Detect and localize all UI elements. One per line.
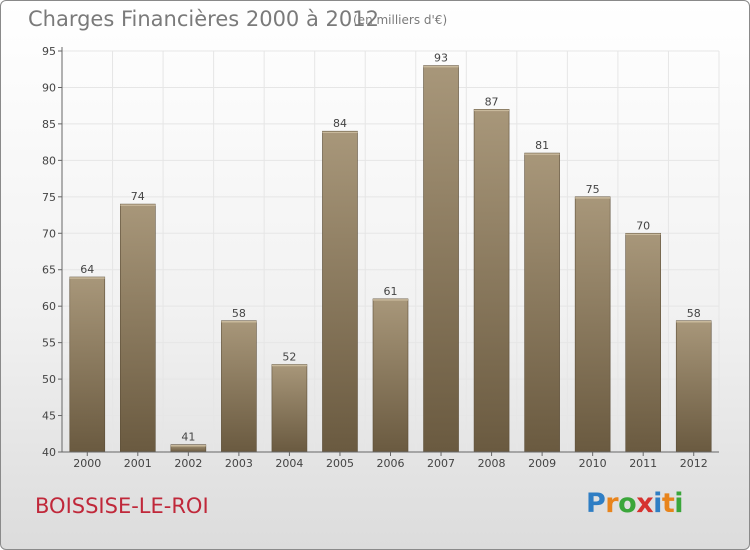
proxiti-logo[interactable]: Proxiti — [586, 488, 684, 519]
data-label: 41 — [181, 431, 195, 444]
axes: 40 45 50 55 60 65 70 75 80 85 90 95 2000 2001 2002 2003… — [42, 45, 719, 470]
data-label: 58 — [232, 307, 246, 320]
bar — [322, 130, 358, 453]
logo-letter: x — [636, 488, 654, 519]
y-tick-label: 60 — [42, 300, 56, 313]
y-tick-label: 75 — [42, 191, 56, 204]
logo-letter: o — [618, 488, 637, 519]
chart-title: Charges Financières 2000 à 2012 — [28, 7, 379, 31]
x-tick-label: 2011 — [629, 457, 657, 470]
x-tick-label: 2002 — [174, 457, 202, 470]
x-tick-label: 2010 — [579, 457, 607, 470]
data-label: 87 — [485, 95, 499, 108]
bar — [271, 364, 308, 453]
chart-subtitle: (en milliers d'€) — [353, 13, 448, 27]
data-label: 81 — [535, 139, 549, 152]
data-label: 74 — [131, 190, 145, 203]
x-tick-label: 2006 — [377, 457, 405, 470]
logo-letter: t — [661, 488, 675, 519]
x-tick-label: 2008 — [478, 457, 506, 470]
y-tick-label: 50 — [42, 373, 56, 386]
x-tick-label: 2009 — [528, 457, 556, 470]
x-tick-label: 2012 — [680, 457, 708, 470]
y-tick-label: 65 — [42, 264, 56, 277]
data-label: 58 — [687, 307, 701, 320]
x-tick-label: 2004 — [275, 457, 303, 470]
data-label: 84 — [333, 117, 347, 130]
x-tick-label: 2000 — [73, 457, 101, 470]
bar — [625, 232, 661, 453]
y-tick-label: 90 — [42, 81, 56, 94]
y-tick-label: 55 — [42, 337, 56, 350]
bar — [120, 203, 156, 453]
y-tick-label: 40 — [42, 446, 56, 459]
commune-name: BOISSISE-LE-ROI — [35, 494, 209, 518]
bar — [473, 109, 510, 453]
data-label: 52 — [282, 351, 296, 364]
y-tick-label: 45 — [42, 410, 56, 423]
data-label: 75 — [586, 183, 600, 196]
bar — [524, 152, 560, 453]
x-tick-label: 2001 — [124, 457, 152, 470]
bars: 64 74 41 58 52 84 61 93 87 81 75 70 58 — [69, 52, 712, 453]
x-tick-label: 2005 — [326, 457, 354, 470]
x-tick-label: 2007 — [427, 457, 455, 470]
data-label: 70 — [636, 219, 650, 232]
logo-letter: i — [653, 488, 662, 519]
logo-letter: i — [674, 488, 684, 519]
bar — [221, 320, 257, 453]
y-tick-label: 85 — [42, 118, 56, 131]
y-tick-label: 95 — [42, 45, 56, 58]
bar — [372, 298, 409, 453]
y-tick-label: 70 — [42, 227, 56, 240]
data-label: 61 — [384, 285, 398, 298]
data-label: 93 — [434, 52, 448, 65]
bar — [69, 276, 106, 453]
bar — [423, 65, 459, 453]
x-tick-label: 2003 — [225, 457, 253, 470]
logo-letter: r — [605, 488, 619, 519]
bar — [675, 320, 712, 453]
bar — [574, 196, 611, 453]
y-tick-label: 80 — [42, 154, 56, 167]
logo-letter: P — [586, 488, 606, 519]
data-label: 64 — [80, 263, 94, 276]
